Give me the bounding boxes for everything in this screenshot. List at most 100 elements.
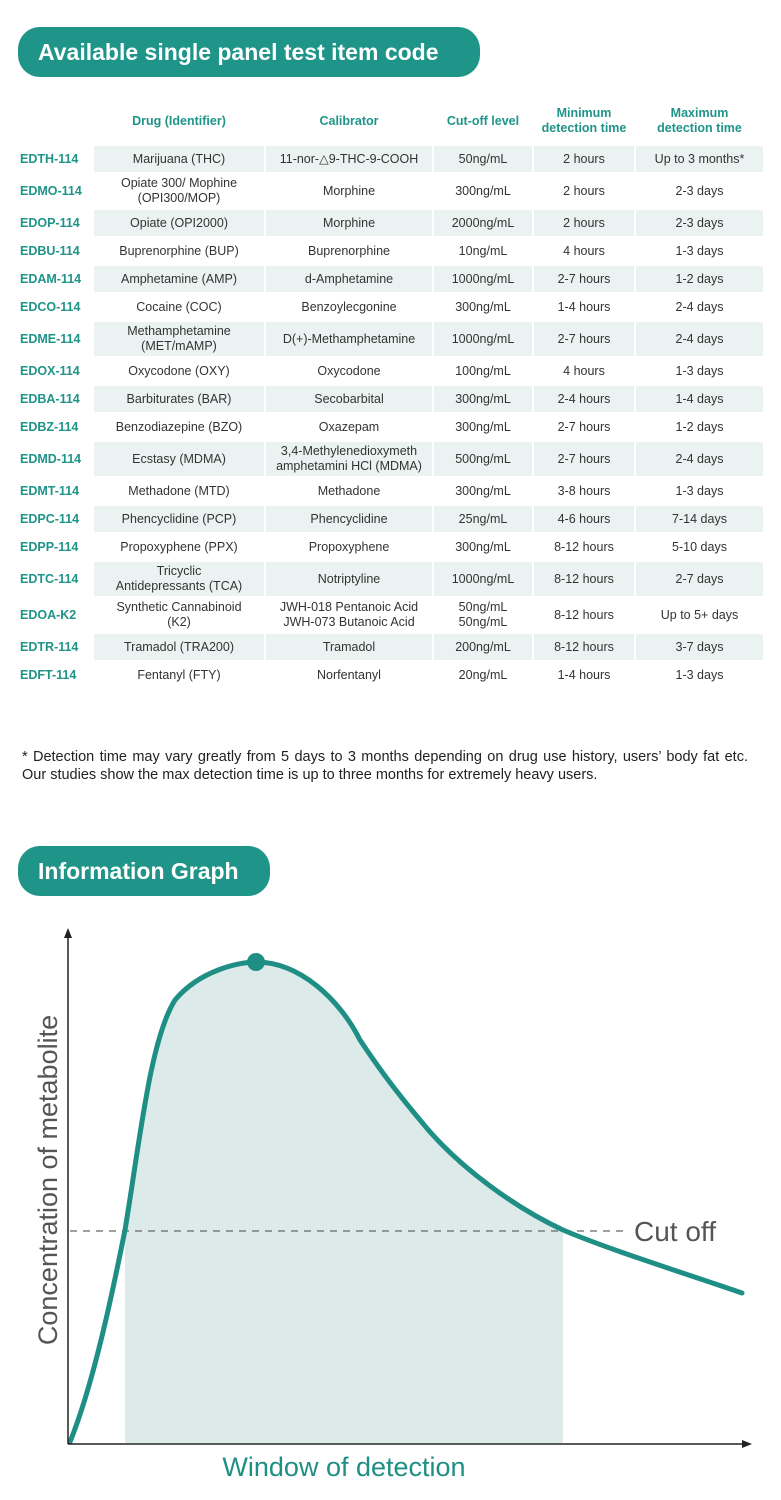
cell-drug-text: Phencyclidine (PCP) — [121, 511, 237, 526]
cell-min-detection: 2-7 hours — [534, 266, 634, 292]
cell-drug: Phencyclidine (PCP) — [94, 506, 264, 532]
cell-max-detection: 1-4 days — [636, 386, 763, 412]
cell-max-detection-text: 1-3 days — [675, 483, 724, 498]
cell-calibrator-text: JWH-018 Pentanoic Acid — [279, 600, 419, 614]
cell-code-text: EDMD-114 — [20, 451, 82, 466]
cell-max-detection-text: 2-7 days — [675, 571, 724, 586]
y-axis-label: Concentration of metabolite — [33, 1015, 63, 1345]
cell-code: EDOP-114 — [14, 210, 92, 236]
table-row: EDAM-114 Amphetamine (AMP) d-Amphetamine 10… — [14, 266, 763, 292]
header-cutoff: Cut-off level — [434, 98, 532, 144]
cell-drug: Tramadol (TRA200) — [94, 634, 264, 660]
cell-cutoff: 1000ng/mL — [434, 322, 532, 356]
cell-calibrator: Secobarbital — [266, 386, 432, 412]
cell-min-detection: 2 hours — [534, 210, 634, 236]
cell-cutoff-text: 300ng/mL — [455, 299, 511, 314]
cell-min-detection-text: 2 hours — [563, 183, 605, 198]
cell-cutoff-text: 300ng/mL — [455, 183, 511, 198]
cell-calibrator: Morphine — [266, 210, 432, 236]
cell-min-detection-text: 1-4 hours — [557, 667, 611, 682]
cell-max-detection-text: 5-10 days — [672, 539, 727, 554]
cell-drug: Fentanyl (FTY) — [94, 662, 264, 688]
cell-cutoff: 300ng/mL — [434, 294, 532, 320]
cell-max-detection-text: 2-3 days — [675, 215, 724, 230]
cell-code-text: EDMO-114 — [20, 183, 82, 198]
cell-cutoff-text: 300ng/mL — [455, 391, 511, 406]
header-code — [14, 98, 92, 144]
cell-max-detection-text: 1-3 days — [675, 243, 724, 258]
cell-drug-text: Ecstasy (MDMA) — [132, 451, 226, 466]
cell-max-detection: 2-4 days — [636, 322, 763, 356]
cell-cutoff-text: 1000ng/mL — [451, 571, 515, 586]
x-axis-label: Window of detection — [222, 1452, 465, 1482]
cell-code-text: EDTH-114 — [20, 151, 79, 166]
cell-code-text: EDOP-114 — [20, 215, 80, 230]
cell-calibrator: Buprenorphine — [266, 238, 432, 264]
table-row: EDME-114 Methamphetamine (MET/mAMP) D(+)-Me… — [14, 322, 763, 356]
cell-cutoff: 50ng/mL 50ng/mL — [434, 598, 532, 632]
section-title-information-graph: Information Graph — [18, 846, 270, 896]
cell-min-detection-text: 4 hours — [563, 243, 605, 258]
cell-min-detection: 8-12 hours — [534, 634, 634, 660]
cell-max-detection: Up to 3 months* — [636, 146, 763, 172]
table-row: EDBA-114 Barbiturates (BAR) Secobarbital 30… — [14, 386, 763, 412]
cell-cutoff: 300ng/mL — [434, 478, 532, 504]
table-row: EDPP-114 Propoxyphene (PPX) Propoxyphene 30… — [14, 534, 763, 560]
cell-calibrator: Norfentanyl — [266, 662, 432, 688]
cell-code-text: EDAM-114 — [20, 271, 82, 286]
cell-code-text: EDPP-114 — [20, 539, 79, 554]
cell-max-detection: 1-3 days — [636, 662, 763, 688]
cell-max-detection: 7-14 days — [636, 506, 763, 532]
cell-cutoff: 50ng/mL — [434, 146, 532, 172]
table-row: EDOX-114 Oxycodone (OXY) Oxycodone 100ng/mL… — [14, 358, 763, 384]
cell-max-detection-text: Up to 3 months* — [654, 151, 745, 166]
cell-min-detection-text: 2-7 hours — [557, 271, 611, 286]
test-code-table: Drug (Identifier) Calibrator Cut-off lev… — [12, 96, 765, 690]
cell-calibrator: d-Amphetamine — [266, 266, 432, 292]
cell-cutoff: 300ng/mL — [434, 414, 532, 440]
detection-window-area — [125, 962, 563, 1443]
cell-max-detection: Up to 5+ days — [636, 598, 763, 632]
cell-code: EDMO-114 — [14, 174, 92, 208]
concentration-curve — [67, 959, 745, 1445]
cell-calibrator-text: Secobarbital — [314, 391, 384, 406]
cell-min-detection: 1-4 hours — [534, 662, 634, 688]
cell-cutoff-text: 1000ng/mL — [451, 271, 515, 286]
cell-code: EDTR-114 — [14, 634, 92, 660]
cell-max-detection: 1-3 days — [636, 238, 763, 264]
cell-calibrator-text: 3,4-Methylenedioxymeth — [280, 444, 418, 458]
cell-cutoff-text: 10ng/mL — [458, 243, 508, 258]
cell-calibrator: Notriptyline — [266, 562, 432, 596]
cell-code-text: EDBZ-114 — [20, 419, 79, 434]
cell-calibrator-text: Norfentanyl — [317, 667, 381, 682]
cell-calibrator: D(+)-Methamphetamine — [266, 322, 432, 356]
cell-drug-text: Marijuana (THC) — [132, 151, 226, 166]
cell-drug-text: Fentanyl (FTY) — [137, 667, 221, 682]
header-min-line1: Minimum — [556, 106, 612, 120]
cell-min-detection-text: 4 hours — [563, 363, 605, 378]
cell-max-detection: 1-3 days — [636, 358, 763, 384]
cell-cutoff-text: 50ng/mL — [458, 600, 508, 614]
cell-min-detection: 3-8 hours — [534, 478, 634, 504]
cell-drug: Oxycodone (OXY) — [94, 358, 264, 384]
cell-code: EDPP-114 — [14, 534, 92, 560]
cell-max-detection: 2-7 days — [636, 562, 763, 596]
cell-max-detection-text: 2-4 days — [675, 331, 724, 346]
cell-calibrator: 11-nor-△9-THC-9-COOH — [266, 146, 432, 172]
cell-calibrator-text: Buprenorphine — [307, 243, 390, 258]
table-row: EDPC-114 Phencyclidine (PCP) Phencyclidine… — [14, 506, 763, 532]
cell-cutoff-text: 200ng/mL — [455, 639, 511, 654]
cell-drug-text: Buprenorphine (BUP) — [119, 243, 239, 258]
cell-code-text: EDOX-114 — [20, 363, 80, 378]
cell-cutoff-text: 1000ng/mL — [451, 331, 515, 346]
cell-calibrator-text-line2: JWH-073 Butanoic Acid — [283, 615, 415, 629]
header-min-detection: Minimum detection time — [534, 98, 634, 144]
section-title-test-codes: Available single panel test item code — [18, 27, 480, 77]
cell-min-detection-text: 2-7 hours — [557, 331, 611, 346]
cell-min-detection: 2-4 hours — [534, 386, 634, 412]
cell-code: EDMD-114 — [14, 442, 92, 476]
cell-min-detection: 2-7 hours — [534, 414, 634, 440]
cell-min-detection-text: 2-7 hours — [557, 451, 611, 466]
cell-max-detection: 3-7 days — [636, 634, 763, 660]
cell-min-detection-text: 2-7 hours — [557, 419, 611, 434]
